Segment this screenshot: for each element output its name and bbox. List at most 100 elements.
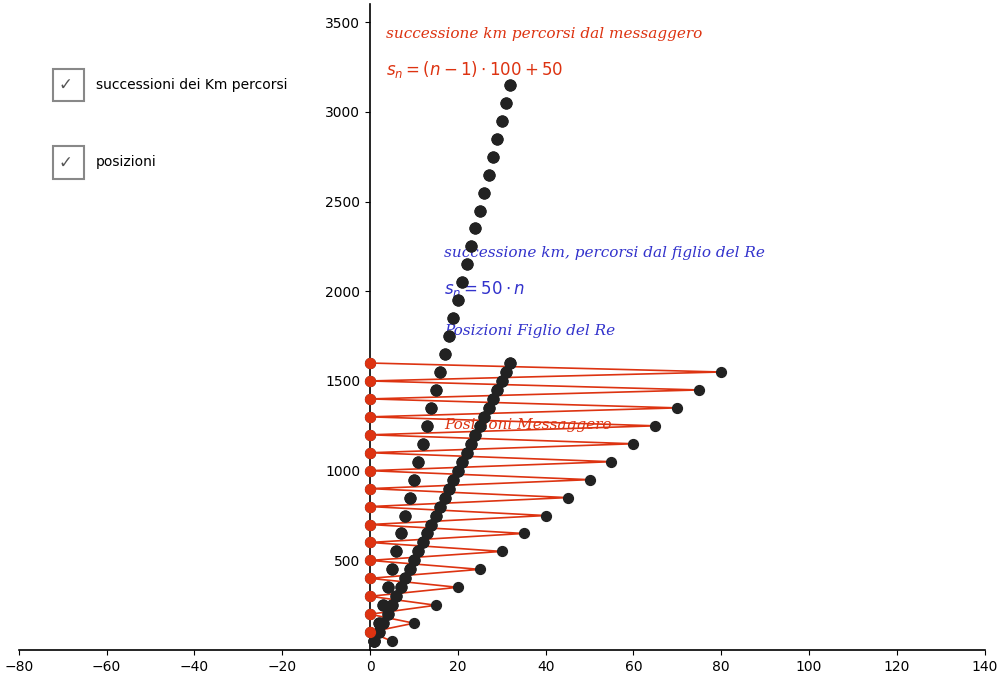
Point	[393, 528, 409, 539]
Point	[384, 600, 400, 611]
Point	[489, 384, 505, 395]
Point	[393, 582, 409, 593]
Point	[419, 420, 435, 431]
Point	[402, 564, 418, 575]
Point	[384, 564, 400, 575]
Point	[362, 429, 378, 440]
Point	[446, 474, 462, 485]
Point	[472, 420, 488, 431]
Point	[362, 447, 378, 458]
Point	[375, 618, 391, 629]
Point	[428, 510, 444, 521]
Point	[481, 170, 497, 180]
Point	[459, 447, 475, 458]
Point	[485, 151, 501, 162]
Point	[441, 483, 457, 494]
Point	[362, 376, 378, 386]
Point	[419, 528, 435, 539]
Point	[415, 537, 431, 548]
Point	[467, 429, 483, 440]
Point	[476, 412, 492, 422]
Point	[406, 555, 422, 566]
Point	[450, 295, 466, 306]
Point	[428, 510, 444, 521]
Point	[581, 474, 597, 485]
Point	[380, 609, 396, 620]
Point	[437, 492, 453, 503]
Point	[441, 331, 457, 342]
Point	[410, 546, 426, 557]
Point	[397, 573, 413, 584]
Point	[454, 277, 470, 287]
Point	[424, 519, 440, 530]
Text: Posizioni Figlio del Re: Posizioni Figlio del Re	[444, 324, 615, 338]
Point	[406, 555, 422, 566]
Point	[454, 456, 470, 467]
Point	[362, 447, 378, 458]
Point	[384, 600, 400, 611]
Point	[362, 555, 378, 566]
Point	[362, 609, 378, 620]
Point	[603, 456, 619, 467]
Point	[476, 187, 492, 198]
Point	[362, 376, 378, 386]
Point	[424, 519, 440, 530]
Point	[437, 348, 453, 359]
Point	[424, 519, 440, 530]
Point	[559, 492, 575, 503]
Point	[502, 357, 518, 368]
Point	[393, 528, 409, 539]
Text: successioni dei Km percorsi: successioni dei Km percorsi	[96, 78, 288, 92]
Point	[362, 626, 378, 637]
Point	[375, 618, 391, 629]
Text: successione km percorsi dal messaggero: successione km percorsi dal messaggero	[386, 26, 702, 41]
Point	[450, 465, 466, 476]
Point	[437, 492, 453, 503]
Point	[502, 79, 518, 90]
Point	[362, 555, 378, 566]
Point	[393, 582, 409, 593]
Point	[463, 439, 479, 450]
Text: ✓: ✓	[58, 153, 72, 172]
Point	[362, 393, 378, 404]
Text: $s_n = (n-1) \cdot 100 + 50$: $s_n = (n-1) \cdot 100 + 50$	[386, 59, 563, 80]
Point	[362, 591, 378, 601]
Point	[410, 546, 426, 557]
Text: Posizioni Messaggero: Posizioni Messaggero	[444, 418, 611, 432]
Point	[463, 241, 479, 252]
Point	[463, 439, 479, 450]
Point	[446, 313, 462, 323]
Point	[380, 609, 396, 620]
Point	[362, 519, 378, 530]
Point	[463, 241, 479, 252]
Point	[362, 465, 378, 476]
Point	[371, 618, 387, 629]
Point	[454, 456, 470, 467]
Point	[485, 393, 501, 404]
Point	[406, 555, 422, 566]
Point	[489, 134, 505, 144]
Point	[362, 465, 378, 476]
Point	[397, 510, 413, 521]
FancyBboxPatch shape	[52, 146, 83, 178]
Point	[428, 600, 444, 611]
Point	[441, 331, 457, 342]
Point	[419, 528, 435, 539]
Point	[380, 582, 396, 593]
Point	[446, 474, 462, 485]
Point	[362, 483, 378, 494]
Point	[371, 626, 387, 637]
Point	[367, 636, 383, 647]
Point	[450, 582, 466, 593]
Point	[362, 412, 378, 422]
Point	[362, 483, 378, 494]
Point	[415, 439, 431, 450]
Point	[362, 591, 378, 601]
Point	[498, 367, 514, 378]
Point	[371, 626, 387, 637]
Point	[502, 357, 518, 368]
Point	[450, 465, 466, 476]
Point	[459, 259, 475, 270]
Point	[362, 626, 378, 637]
Point	[371, 618, 387, 629]
